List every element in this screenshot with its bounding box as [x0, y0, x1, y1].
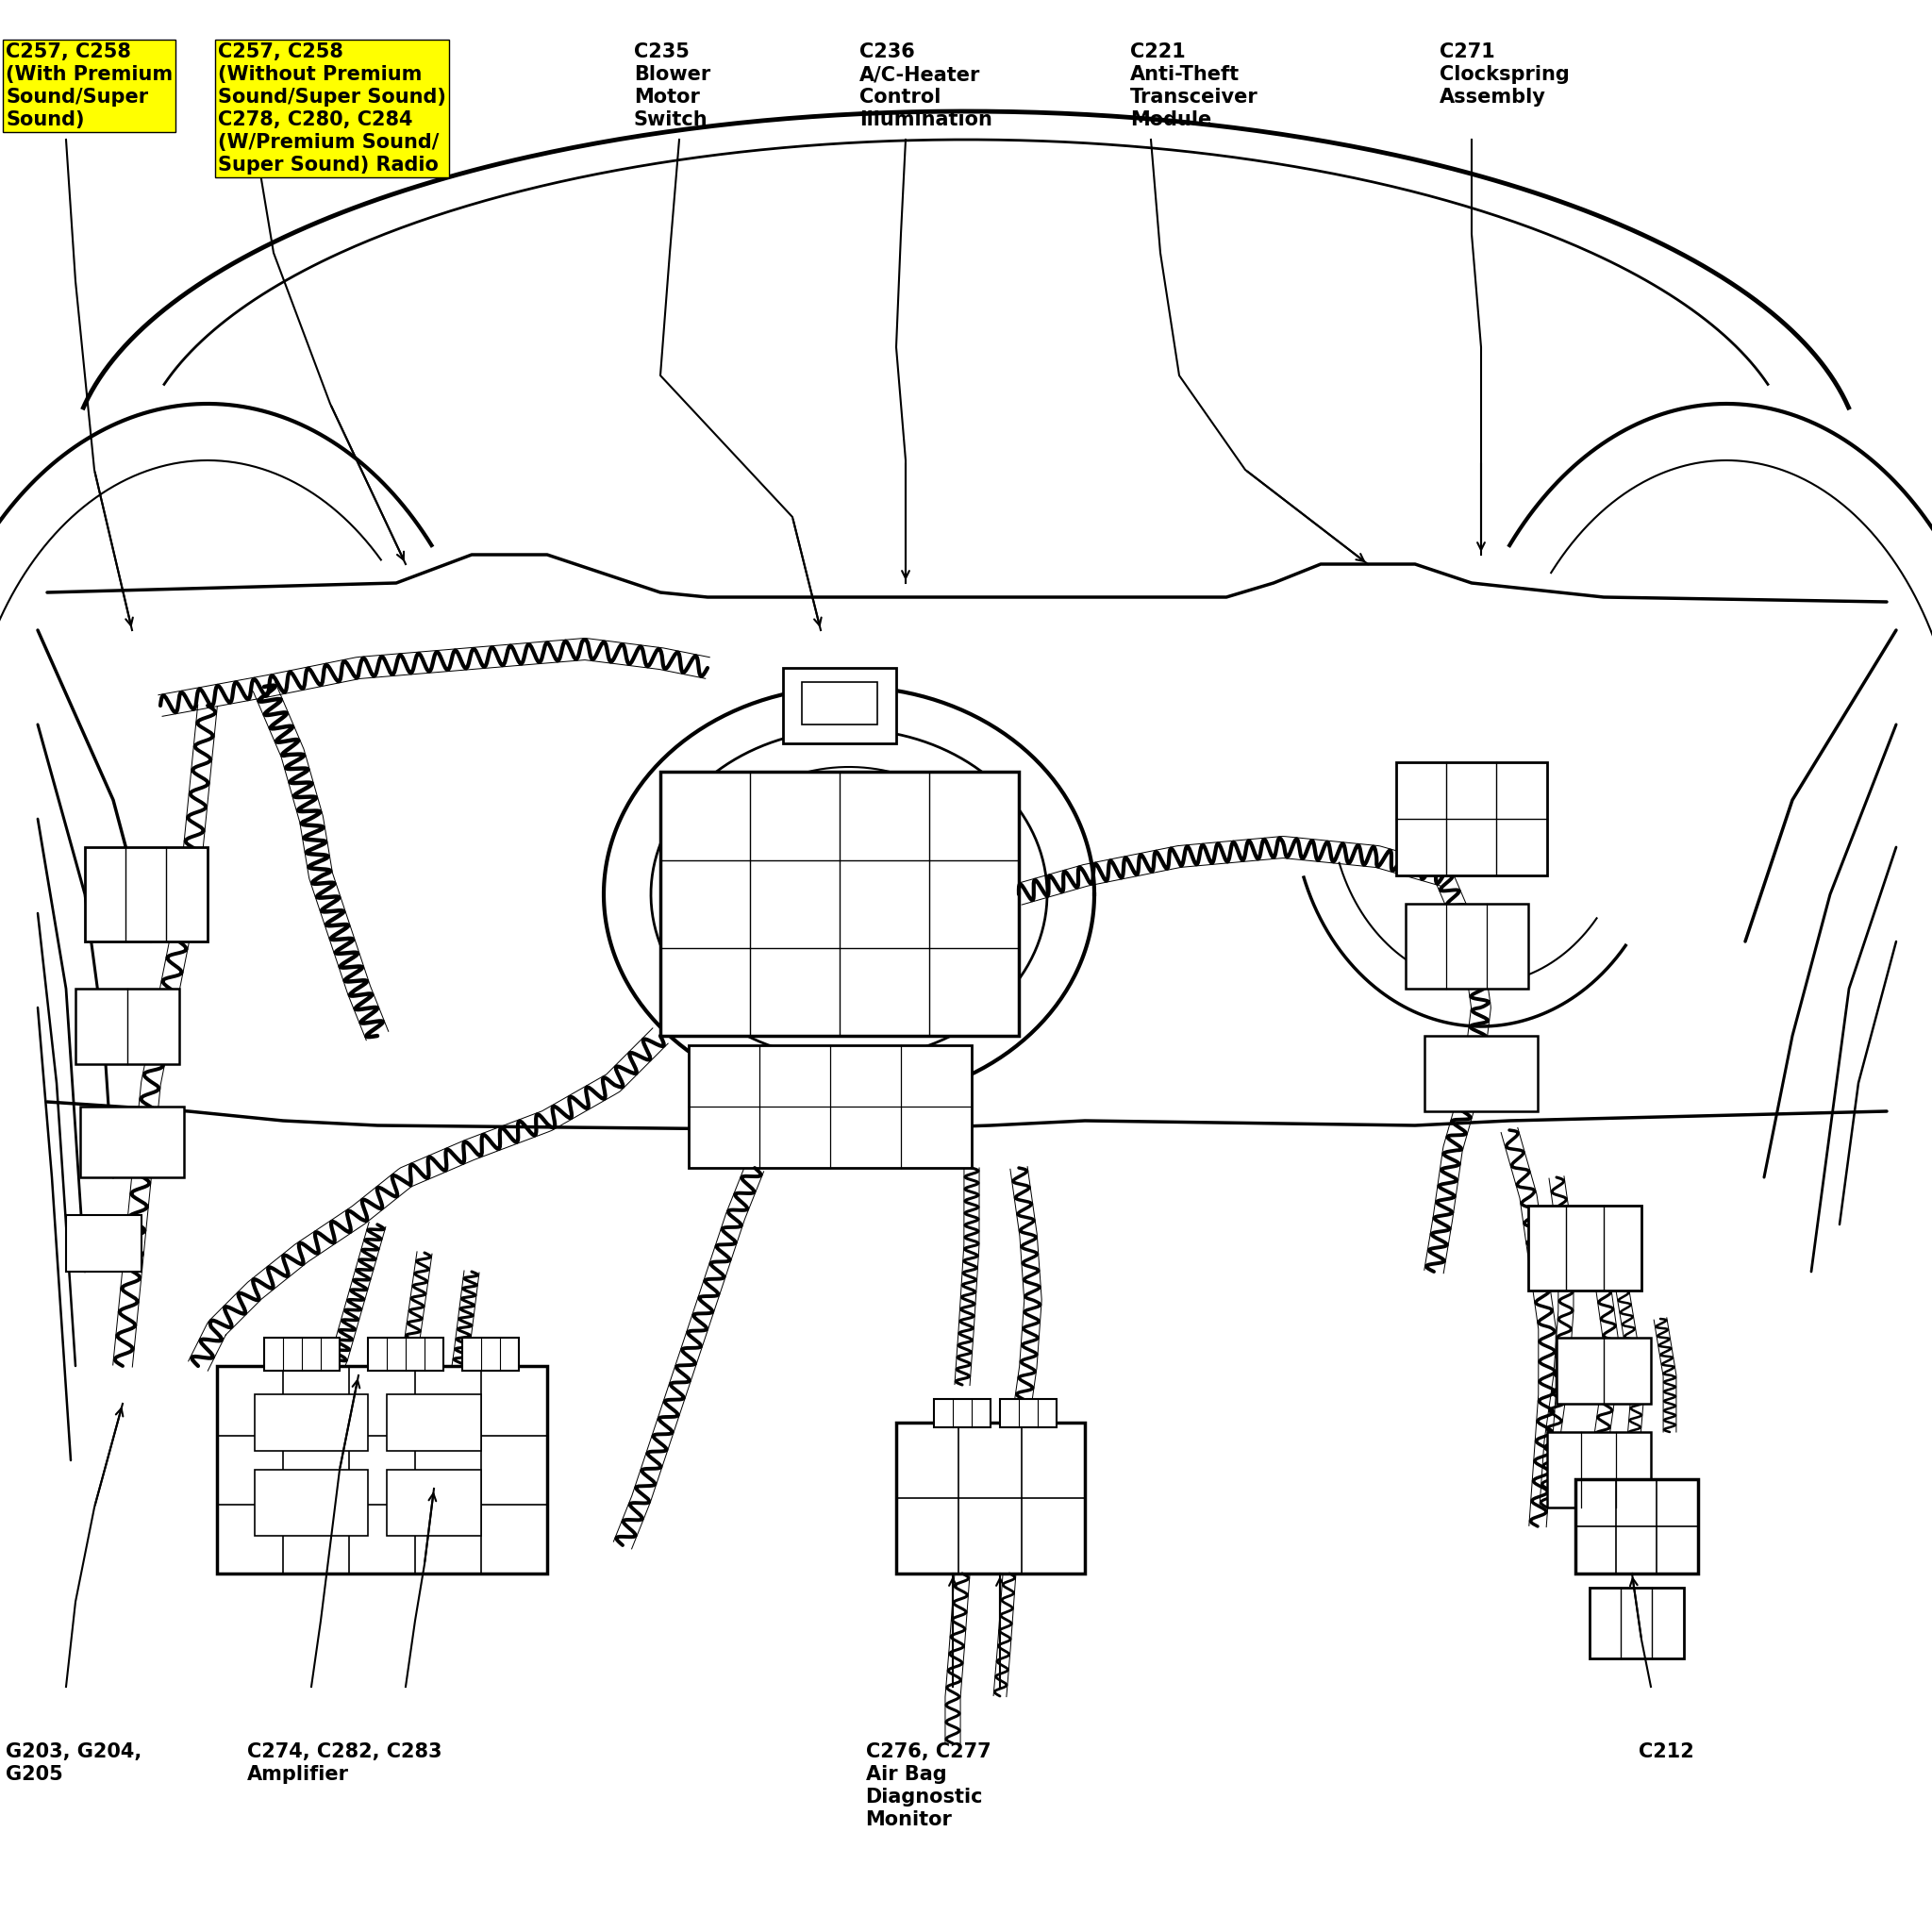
Bar [782, 668, 896, 744]
Bar [1548, 1432, 1650, 1507]
Text: G203, G204,
G205: G203, G204, G205 [6, 1743, 141, 1783]
Bar [255, 1470, 367, 1536]
Bar [688, 1045, 972, 1167]
Bar [1406, 904, 1528, 989]
Bar [81, 1107, 184, 1177]
Bar [265, 1337, 340, 1370]
Bar [255, 1395, 367, 1451]
Bar [1557, 1337, 1650, 1405]
Bar [1528, 1206, 1642, 1291]
Bar [216, 1366, 547, 1573]
Bar [1590, 1588, 1685, 1658]
Text: C276, C277
Air Bag
Diagnostic
Monitor: C276, C277 Air Bag Diagnostic Monitor [866, 1743, 991, 1830]
Text: C257, C258
(With Premium
Sound/Super
Sound): C257, C258 (With Premium Sound/Super Sou… [6, 43, 172, 129]
Text: C221
Anti-Theft
Transceiver
Module: C221 Anti-Theft Transceiver Module [1130, 43, 1258, 129]
Text: C212: C212 [1638, 1743, 1694, 1762]
Bar [85, 846, 207, 941]
Bar [1424, 1036, 1538, 1111]
Bar [1397, 763, 1548, 875]
Text: C257, C258
(Without Premium
Sound/Super Sound)
C278, C280, C284
(W/Premium Sound: C257, C258 (Without Premium Sound/Super … [218, 43, 446, 174]
Text: C235
Blower
Motor
Switch: C235 Blower Motor Switch [634, 43, 711, 129]
Bar [386, 1395, 481, 1451]
Bar [1575, 1480, 1698, 1573]
Bar [896, 1422, 1086, 1573]
Bar [1001, 1399, 1057, 1428]
Bar [75, 989, 180, 1065]
Bar [367, 1337, 442, 1370]
Bar [933, 1399, 991, 1428]
Text: C274, C282, C283
Amplifier: C274, C282, C283 Amplifier [247, 1743, 442, 1783]
Bar [802, 682, 877, 724]
Bar [66, 1215, 141, 1271]
Bar [661, 771, 1018, 1036]
Text: C236
A/C-Heater
Control
Illumination: C236 A/C-Heater Control Illumination [860, 43, 993, 129]
Bar [386, 1470, 481, 1536]
Text: C271
Clockspring
Assembly: C271 Clockspring Assembly [1439, 43, 1569, 106]
Bar [462, 1337, 520, 1370]
